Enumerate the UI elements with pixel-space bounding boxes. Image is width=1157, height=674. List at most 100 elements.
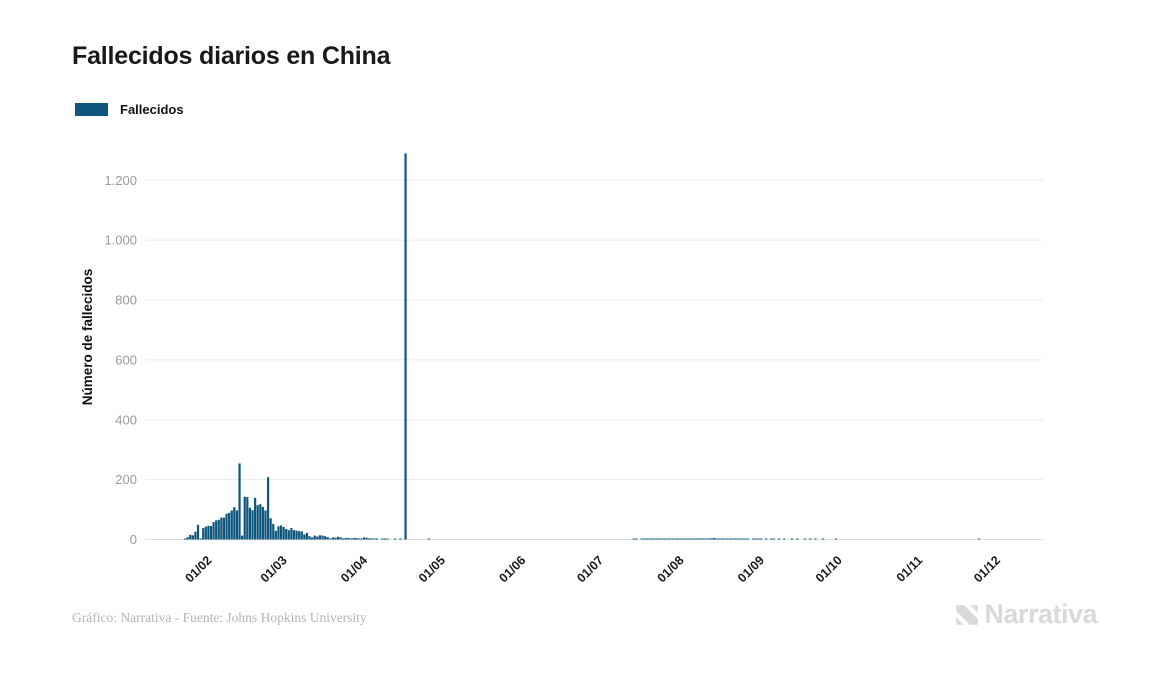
bar bbox=[264, 510, 267, 540]
bar bbox=[209, 526, 213, 540]
bar bbox=[770, 538, 773, 540]
bar bbox=[733, 538, 737, 540]
narrativa-logo: Narrativa bbox=[953, 599, 1097, 630]
bar bbox=[658, 538, 661, 540]
source-credit: Gráfico: Narrativa - Fuente: Johns Hopki… bbox=[72, 610, 367, 625]
bar bbox=[687, 538, 690, 540]
bar bbox=[339, 537, 342, 540]
bar bbox=[713, 538, 716, 540]
bar bbox=[300, 531, 303, 540]
y-tick-label: 800 bbox=[115, 293, 137, 308]
bar bbox=[241, 535, 244, 540]
bar bbox=[191, 535, 194, 540]
bar bbox=[225, 513, 228, 540]
bar bbox=[365, 537, 368, 540]
bar bbox=[199, 538, 202, 540]
bar bbox=[674, 538, 677, 540]
x-tick-label: 01/11 bbox=[894, 553, 926, 585]
x-tick-label: 01/10 bbox=[813, 553, 845, 585]
bar bbox=[661, 538, 664, 540]
bar bbox=[707, 538, 711, 540]
bar bbox=[352, 538, 355, 540]
bar bbox=[347, 538, 350, 540]
bar bbox=[689, 538, 692, 540]
legend: Fallecidos bbox=[75, 102, 184, 117]
bar bbox=[279, 525, 283, 540]
bar bbox=[373, 538, 376, 540]
bar bbox=[386, 538, 389, 540]
y-tick-label: 0 bbox=[130, 532, 137, 547]
bar bbox=[671, 538, 674, 540]
bar bbox=[222, 517, 226, 540]
x-tick-label: 01/07 bbox=[574, 553, 606, 585]
bar bbox=[404, 153, 407, 540]
bar bbox=[643, 538, 646, 540]
bar bbox=[303, 534, 306, 540]
bar bbox=[666, 538, 669, 540]
bar bbox=[790, 538, 794, 540]
bar bbox=[383, 538, 386, 540]
bar bbox=[399, 538, 402, 540]
bar bbox=[632, 538, 635, 540]
y-tick-label: 1.000 bbox=[104, 233, 137, 248]
bar bbox=[663, 538, 667, 540]
bar bbox=[362, 537, 366, 540]
bar bbox=[803, 538, 807, 540]
bar bbox=[326, 537, 329, 540]
bar bbox=[977, 538, 980, 540]
bar bbox=[700, 538, 703, 540]
x-tick-label: 01/08 bbox=[655, 553, 687, 585]
bar bbox=[305, 532, 309, 540]
bar bbox=[321, 535, 324, 540]
bar bbox=[370, 538, 373, 540]
bar bbox=[324, 536, 327, 540]
bar bbox=[261, 506, 264, 540]
bar bbox=[318, 535, 322, 540]
bar bbox=[783, 538, 786, 540]
bar bbox=[809, 538, 812, 540]
bar bbox=[653, 538, 656, 540]
bar bbox=[731, 538, 734, 540]
bar bbox=[344, 538, 347, 540]
bar bbox=[194, 531, 197, 540]
bar bbox=[259, 504, 262, 540]
x-tick-label: 01/12 bbox=[971, 553, 1003, 585]
bar bbox=[355, 538, 358, 540]
bar bbox=[682, 538, 685, 540]
bar bbox=[777, 538, 781, 540]
bar bbox=[349, 538, 353, 540]
bar bbox=[656, 538, 659, 540]
bar bbox=[765, 538, 768, 540]
y-tick-label: 200 bbox=[115, 472, 137, 487]
bar bbox=[640, 538, 643, 540]
bar bbox=[669, 538, 672, 540]
bar bbox=[394, 538, 397, 540]
bar bbox=[759, 538, 763, 540]
x-tick-label: 01/09 bbox=[735, 553, 767, 585]
bar bbox=[186, 537, 189, 540]
bar bbox=[679, 538, 682, 540]
bar bbox=[228, 512, 231, 540]
bar bbox=[739, 538, 742, 540]
bar bbox=[238, 463, 241, 540]
bar bbox=[207, 525, 210, 540]
bar bbox=[298, 531, 301, 540]
bar bbox=[235, 510, 239, 540]
bar bbox=[313, 535, 316, 540]
x-tick-label: 01/05 bbox=[416, 553, 448, 585]
bar bbox=[230, 510, 233, 540]
y-axis-title: Número de fallecidos bbox=[80, 269, 95, 406]
bar bbox=[337, 536, 340, 540]
bar bbox=[331, 537, 335, 540]
bar bbox=[744, 538, 747, 540]
bar bbox=[246, 497, 249, 540]
bar bbox=[233, 507, 236, 540]
y-tick-label: 400 bbox=[115, 412, 137, 427]
bar bbox=[329, 538, 332, 540]
bar bbox=[215, 520, 218, 540]
bar bbox=[334, 537, 337, 540]
x-tick-label: 01/06 bbox=[496, 553, 528, 585]
bar bbox=[212, 522, 215, 540]
bar bbox=[728, 538, 731, 540]
bar bbox=[360, 538, 363, 540]
